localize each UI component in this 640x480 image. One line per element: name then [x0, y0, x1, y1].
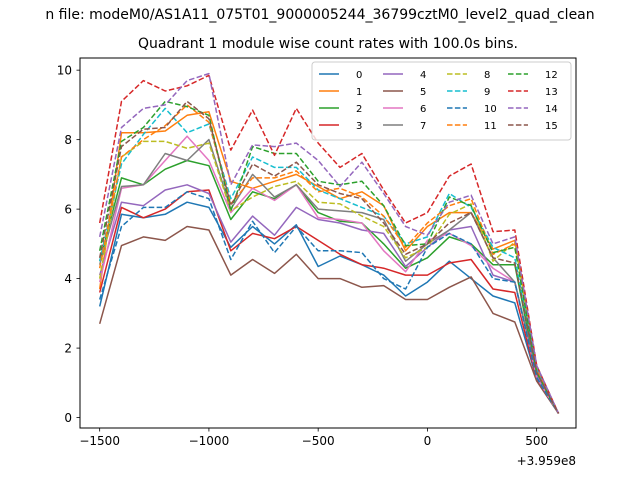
axes-frame	[79, 57, 577, 429]
x-tick-label: −500	[302, 434, 335, 448]
y-tick-label: 6	[64, 203, 72, 217]
x-axis: −1500 −1000 −500 0 500	[79, 428, 548, 448]
legend-label-12: 12	[545, 70, 558, 81]
legend-label-10: 10	[484, 104, 497, 115]
legend-label-3: 3	[356, 121, 362, 132]
series-line-7	[98, 138, 560, 414]
series-line-4	[98, 184, 560, 414]
series-line-10	[98, 191, 560, 414]
chart-title: Quadrant 1 module wise count rates with …	[138, 36, 518, 52]
legend-label-1: 1	[356, 87, 362, 98]
x-tick-label: −1500	[79, 434, 120, 448]
y-axis: 0 2 4 6 8 10	[57, 64, 80, 425]
legend-label-15: 15	[545, 121, 558, 132]
legend-label-7: 7	[420, 121, 426, 132]
legend-box	[311, 61, 572, 141]
series-line-8	[98, 140, 560, 414]
series-line-13	[98, 74, 560, 414]
figure-suptitle: n file: modeM0/AS1A11_075T01_9000005244_…	[45, 7, 594, 23]
legend-label-4: 4	[420, 70, 426, 81]
x-tick-label: −1000	[189, 434, 230, 448]
x-tick-label: 500	[525, 434, 548, 448]
series-line-2	[98, 159, 560, 414]
series-line-11	[98, 104, 560, 414]
y-tick-label: 8	[64, 133, 72, 147]
y-tick-label: 10	[57, 64, 72, 78]
y-tick-label: 2	[64, 342, 72, 356]
legend-label-11: 11	[484, 121, 497, 132]
legend-label-0: 0	[356, 70, 362, 81]
legend-label-8: 8	[484, 70, 490, 81]
series-line-15	[98, 100, 560, 414]
series-line-12	[98, 100, 560, 414]
x-offset-label: +3.959e8	[517, 454, 576, 468]
y-tick-label: 0	[64, 411, 72, 425]
legend-label-9: 9	[484, 87, 490, 98]
plot-lines	[98, 72, 560, 414]
series-line-9	[98, 107, 560, 414]
x-tick-label: 0	[424, 434, 432, 448]
y-tick-label: 4	[64, 272, 72, 286]
legend-label-14: 14	[545, 104, 558, 115]
legend-label-2: 2	[356, 104, 362, 115]
series-line-6	[98, 135, 560, 414]
legend-label-5: 5	[420, 87, 426, 98]
legend-label-13: 13	[545, 87, 558, 98]
series-line-5	[98, 225, 560, 414]
series-line-14	[98, 72, 560, 414]
series-line-3	[98, 189, 560, 414]
legend-label-6: 6	[420, 104, 426, 115]
series-line-0	[98, 201, 560, 414]
